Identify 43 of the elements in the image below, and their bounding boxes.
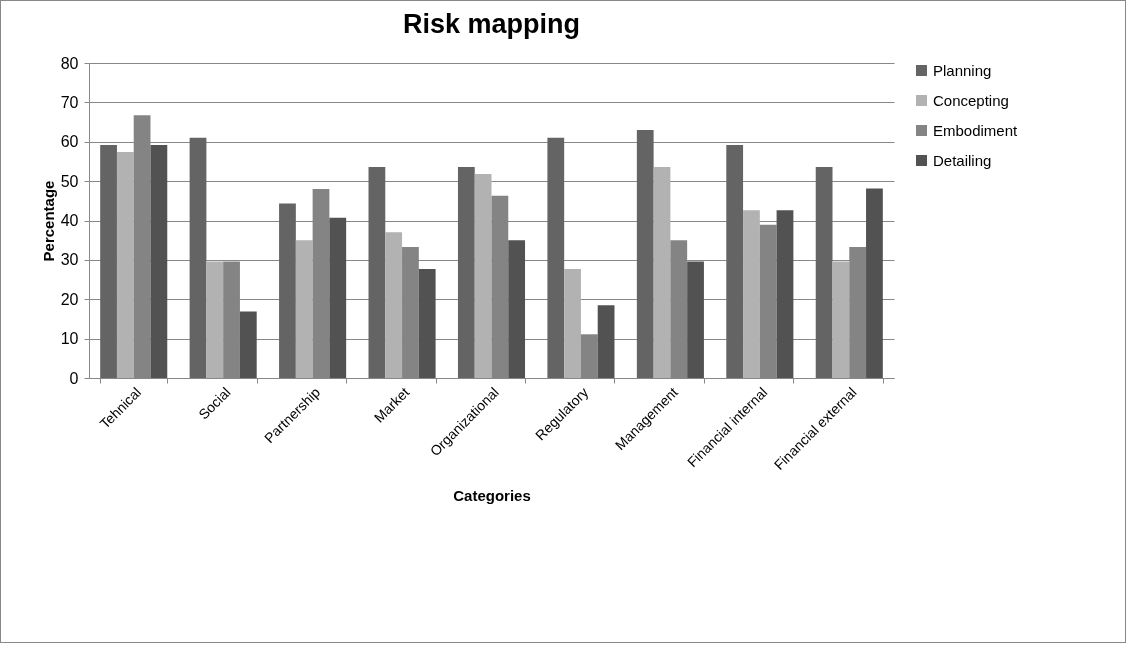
bar: [776, 210, 794, 378]
y-tick-label: 20: [60, 290, 79, 308]
y-tick-label: 50: [60, 172, 79, 190]
y-tick-label: 10: [60, 330, 79, 348]
legend-label: Planning: [933, 61, 992, 79]
bar: [636, 129, 654, 378]
bar: [474, 174, 492, 378]
bar: [418, 268, 436, 378]
bar: [815, 166, 833, 378]
x-axis-title: Categories: [453, 486, 531, 504]
bar: [116, 151, 134, 378]
bar: [457, 166, 475, 378]
bar: [832, 261, 850, 378]
legend-label: Embodiment: [933, 121, 1019, 139]
legend-label: Detailing: [933, 151, 992, 169]
y-axis-title: Percentage: [39, 180, 57, 262]
bar: [385, 232, 403, 378]
bar: [508, 240, 526, 378]
bar: [368, 166, 386, 378]
bar: [653, 166, 671, 378]
y-tick-label: 40: [60, 212, 79, 229]
y-tick-label: 60: [60, 133, 79, 151]
y-tick-label: 0: [69, 369, 79, 387]
bar: [564, 268, 581, 378]
bar: [329, 217, 347, 378]
y-tick-label: 70: [60, 93, 79, 111]
bar: [726, 144, 744, 378]
bar: [295, 240, 313, 378]
bar: [100, 144, 117, 378]
bar: [150, 144, 168, 378]
bar: [866, 188, 883, 378]
bar: [206, 261, 224, 378]
bar: [189, 137, 207, 378]
y-tick-label: 30: [60, 251, 79, 269]
bar: [743, 210, 760, 378]
bar: [239, 311, 257, 378]
bar: [547, 137, 565, 378]
chart-title: Risk mapping: [402, 9, 581, 39]
y-tick-label: 80: [60, 54, 79, 72]
bar: [597, 305, 615, 378]
bar: [687, 261, 704, 378]
legend-label: Concepting: [933, 91, 1009, 109]
bar: [279, 203, 296, 378]
